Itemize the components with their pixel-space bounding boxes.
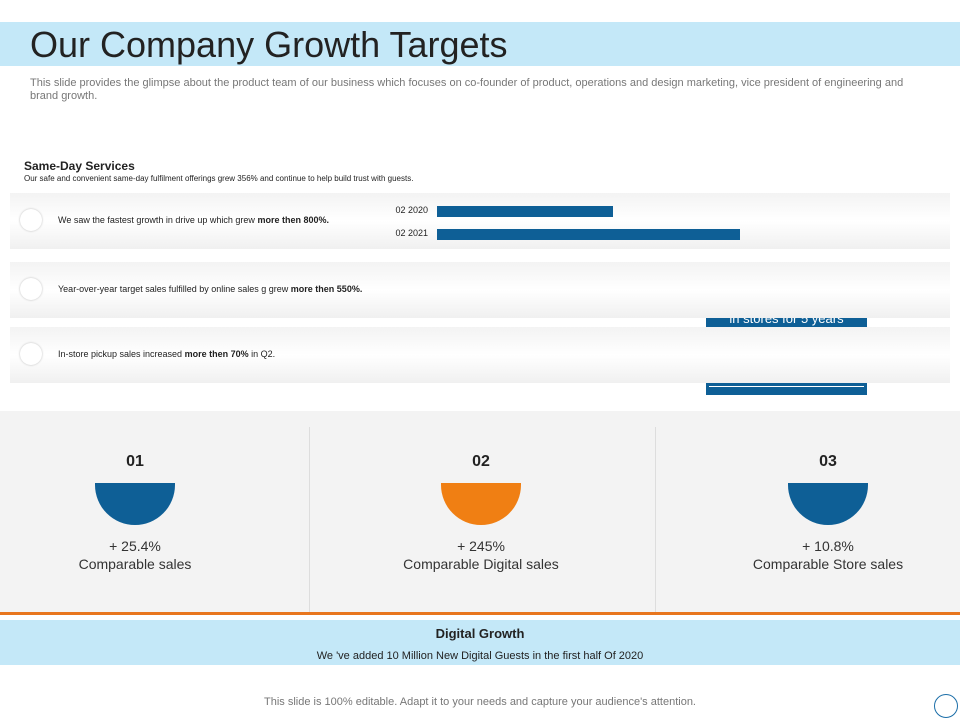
- stat-column: 01 + 25.4% Comparable sales: [0, 427, 285, 607]
- bar-label: 02 2020: [395, 205, 428, 215]
- stat-value: + 245%: [457, 538, 505, 554]
- accent-line: [0, 612, 960, 615]
- row-icon: [20, 209, 42, 231]
- service-row: We saw the fastest growth in drive up wh…: [10, 193, 950, 249]
- stat-value: + 25.4%: [109, 538, 161, 554]
- row-text-part: We saw the fastest growth in drive up wh…: [58, 215, 258, 225]
- digital-text: We 've added 10 Million New Digital Gues…: [316, 650, 644, 662]
- nav-circle[interactable]: [934, 694, 958, 718]
- row-text-bold: more then 70%: [184, 349, 249, 359]
- stat-number: 03: [819, 453, 837, 470]
- stat-value: + 10.8%: [802, 538, 854, 554]
- row-text: We saw the fastest growth in drive up wh…: [58, 215, 329, 225]
- row-icon: [20, 278, 42, 300]
- stat-label: Comparable Store sales: [752, 556, 904, 572]
- section-subtitle: Our safe and convenient same-day fulfilm…: [24, 174, 414, 183]
- service-row: In-store pickup sales increased more the…: [10, 327, 950, 383]
- bar: [437, 229, 740, 240]
- section-title: Same-Day Services: [24, 159, 135, 173]
- row-text: In-store pickup sales increased more the…: [58, 349, 275, 359]
- digital-band: [0, 620, 960, 665]
- stat-column: 02 + 245% Comparable Digital sales: [331, 427, 631, 607]
- stat-column: 03 + 10.8% Comparable Store sales: [678, 427, 960, 607]
- row-text: Year-over-year target sales fulfilled by…: [58, 284, 362, 294]
- divider: [655, 427, 656, 612]
- stat-number: 02: [472, 453, 490, 470]
- stat-badge: [95, 483, 175, 525]
- footer: This slide is 100% editable. Adapt it to…: [264, 696, 696, 708]
- row-text-bold: more then 550%.: [290, 284, 363, 294]
- digital-title: Digital Growth: [435, 626, 525, 641]
- stat-number: 01: [126, 453, 144, 470]
- row-icon: [20, 343, 42, 365]
- service-row: Year-over-year target sales fulfilled by…: [10, 262, 950, 318]
- bar: [437, 206, 613, 217]
- stat-label: Comparable sales: [78, 556, 192, 572]
- bar-label: 02 2021: [395, 228, 428, 238]
- description: This slide provides the glimpse about th…: [30, 77, 904, 102]
- row-text-bold: more then 800%.: [257, 215, 329, 225]
- divider: [309, 427, 310, 612]
- stat-badge: [441, 483, 521, 525]
- header-band: [0, 22, 960, 66]
- title: Our Company Growth Targets: [30, 24, 508, 65]
- row-text-part: Year-over-year target sales fulfilled by…: [58, 284, 291, 294]
- row-text-part: In-store pickup sales increased: [58, 349, 185, 359]
- callout-rule: [709, 386, 864, 387]
- row-text-part: in Q2.: [248, 349, 276, 359]
- stat-label: Comparable Digital sales: [403, 556, 559, 572]
- stat-badge: [788, 483, 868, 525]
